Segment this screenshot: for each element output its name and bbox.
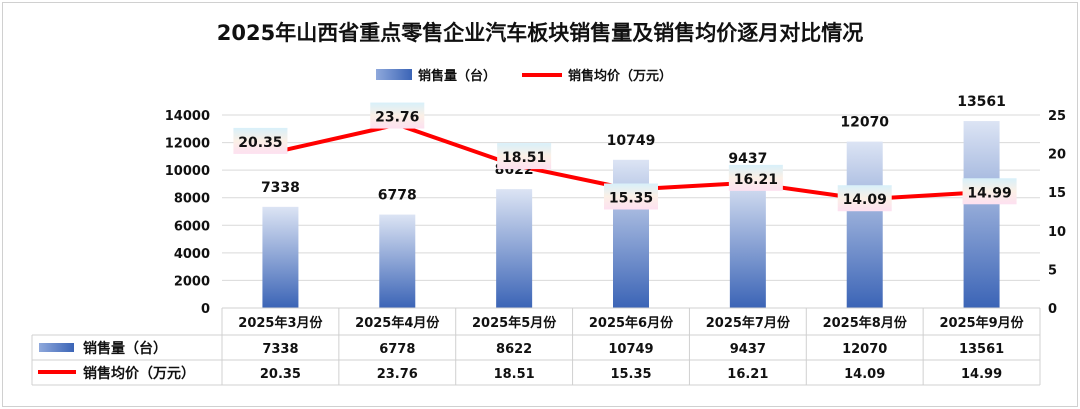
table-cell-price: 20.35 [260,367,301,382]
table-cell-price: 16.21 [727,367,768,382]
bar [846,141,883,308]
bar-data-label: 12070 [840,115,889,131]
bar [613,159,649,308]
line-label-box [497,143,552,170]
y-tick-label: 14000 [165,109,210,124]
table-row-label-sales: 销售量（台） [83,340,167,357]
x-category-label: 2025年5月份 [472,315,557,331]
bar [262,206,299,308]
line-data-label: 23.76 [375,110,419,126]
y-tick-label: 10000 [165,164,210,179]
y-tick-label: 0 [201,302,210,317]
table-cell-price: 15.35 [610,367,651,382]
bar-data-label: 13561 [957,94,1006,110]
y2-tick-label: 20 [1048,148,1066,163]
line-data-label: 20.35 [238,135,282,151]
bar-data-label: 7338 [261,180,300,196]
y2-tick-label: 0 [1048,302,1057,317]
x-category-label: 2025年3月份 [238,315,323,331]
y-tick-label: 4000 [174,247,210,262]
table-cell-sales: 12070 [842,342,887,357]
chart-title: 2025年山西省重点零售企业汽车板块销售量及销售均价逐月对比情况 [217,21,863,45]
table-cell-sales: 8622 [496,342,532,357]
y2-tick-label: 15 [1048,186,1066,201]
bar-data-label: 10749 [607,133,656,149]
bar [496,189,533,308]
bar [379,214,416,308]
legend: 销售量（台） 销售均价（万元） [376,68,672,84]
table-cell-price: 14.09 [844,367,885,382]
line-label-box [233,127,288,154]
table-cell-sales: 9437 [730,342,766,357]
line-label-box [728,164,783,191]
x-category-label: 2025年7月份 [706,315,791,331]
x-category-label: 2025年8月份 [823,315,908,331]
y-tick-label: 6000 [174,219,210,234]
table-cell-sales: 13561 [959,342,1004,357]
table-cell-price: 18.51 [494,367,535,382]
line-data-label: 15.35 [609,190,653,206]
table-row-label-price: 销售均价（万元） [83,365,195,382]
bar [729,177,766,308]
line-label-box [837,185,892,212]
table-cell-sales: 6778 [379,342,415,357]
bar-data-label: 6778 [378,188,417,204]
line-label-box [962,178,1017,205]
table-bar-swatch [39,343,74,352]
table-cell-price: 14.99 [961,367,1002,382]
table-cell-sales: 7338 [262,342,298,357]
bar-data-label: 9437 [728,151,767,167]
x-category-label: 2025年6月份 [589,315,674,331]
legend-bar-label: 销售量（台） [418,68,496,84]
line-data-label: 14.09 [843,192,887,208]
line-data-label: 14.99 [967,185,1011,201]
y2-tick-label: 25 [1048,109,1066,124]
y-tick-label: 8000 [174,192,210,207]
y-tick-label: 12000 [165,137,210,152]
y-tick-label: 2000 [174,274,210,289]
y2-tick-label: 5 [1048,263,1057,278]
line-data-label: 18.51 [502,150,546,166]
bar [963,121,1000,308]
y2-tick-label: 10 [1048,225,1066,240]
x-category-label: 2025年4月份 [355,315,440,331]
legend-line-label: 销售均价（万元） [568,68,672,84]
legend-bar-swatch [376,69,412,80]
table-cell-sales: 10749 [608,342,653,357]
table-cell-price: 23.76 [377,367,418,382]
line-label-box [370,102,425,129]
line-data-label: 16.21 [734,172,778,188]
line-label-box [604,183,658,210]
x-category-label: 2025年9月份 [939,315,1024,331]
